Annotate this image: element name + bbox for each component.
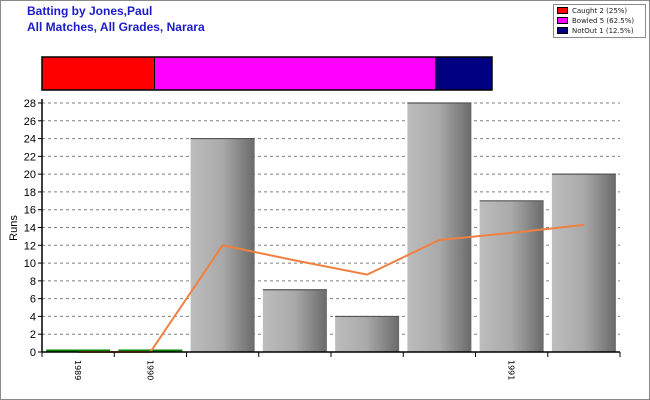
dismissal-stacked-bar xyxy=(41,56,493,91)
y-tick-label: 2 xyxy=(30,329,36,341)
dismissal-segment-caught xyxy=(42,57,155,90)
dismissal-segment-notout xyxy=(435,57,492,90)
line-point xyxy=(366,273,368,276)
bar xyxy=(335,316,400,352)
y-tick-label: 20 xyxy=(24,169,36,181)
dismissal-bar-border xyxy=(41,56,493,91)
y-tick-label: 12 xyxy=(24,240,36,252)
legend-item-notout: NotOut 1 (12.5%) xyxy=(557,26,634,35)
y-tick-label: 4 xyxy=(30,311,36,323)
y-tick-label: 8 xyxy=(30,276,36,288)
legend-label-caught: Caught 2 (25%) xyxy=(572,6,628,15)
y-tick-label: 22 xyxy=(24,151,36,163)
x-tick-label: 1991 xyxy=(507,360,516,380)
y-tick-label: 18 xyxy=(24,187,36,199)
y-tick-label: 0 xyxy=(30,347,36,359)
legend-swatch-caught xyxy=(557,7,568,14)
y-axis-label: Runs xyxy=(8,215,20,241)
bar xyxy=(407,103,472,352)
bar-series xyxy=(190,102,616,352)
dismissal-segment-bowled xyxy=(154,57,436,90)
y-tick-label: 24 xyxy=(24,134,36,146)
bar xyxy=(262,289,327,352)
legend-swatch-bowled xyxy=(557,17,568,24)
legend-item-caught: Caught 2 (25%) xyxy=(557,6,627,15)
y-tick-label: 28 xyxy=(24,98,36,110)
line-point xyxy=(438,239,441,241)
legend-item-bowled: Bowled 5 (62.5%) xyxy=(557,16,634,25)
legend-label-bowled: Bowled 5 (62.5%) xyxy=(572,16,635,25)
line-point xyxy=(221,244,224,247)
y-tick-label: 26 xyxy=(24,116,36,128)
chart-title: Batting by Jones,Paul xyxy=(27,4,153,18)
x-ticks: 1989 1990 1991 xyxy=(41,352,621,380)
y-tick-label: 16 xyxy=(24,205,36,217)
bar xyxy=(551,174,616,352)
bar xyxy=(479,200,544,352)
line-point xyxy=(510,232,513,234)
y-tick-label: 10 xyxy=(24,258,36,270)
line-point xyxy=(294,259,296,262)
legend-label-notout: NotOut 1 (12.5%) xyxy=(572,26,634,35)
line-point xyxy=(583,224,585,226)
chart-subtitle: All Matches, All Grades, Narara xyxy=(27,20,205,34)
y-tick-label: 14 xyxy=(24,223,36,235)
average-line-path xyxy=(78,223,584,353)
x-tick-label: 1989 xyxy=(73,360,82,380)
legend: Caught 2 (25%) Bowled 5 (62.5%) NotOut 1… xyxy=(553,4,646,38)
legend-swatch-notout xyxy=(557,27,568,34)
x-tick-label: 1990 xyxy=(145,360,154,380)
y-tick-label: 6 xyxy=(30,294,36,306)
